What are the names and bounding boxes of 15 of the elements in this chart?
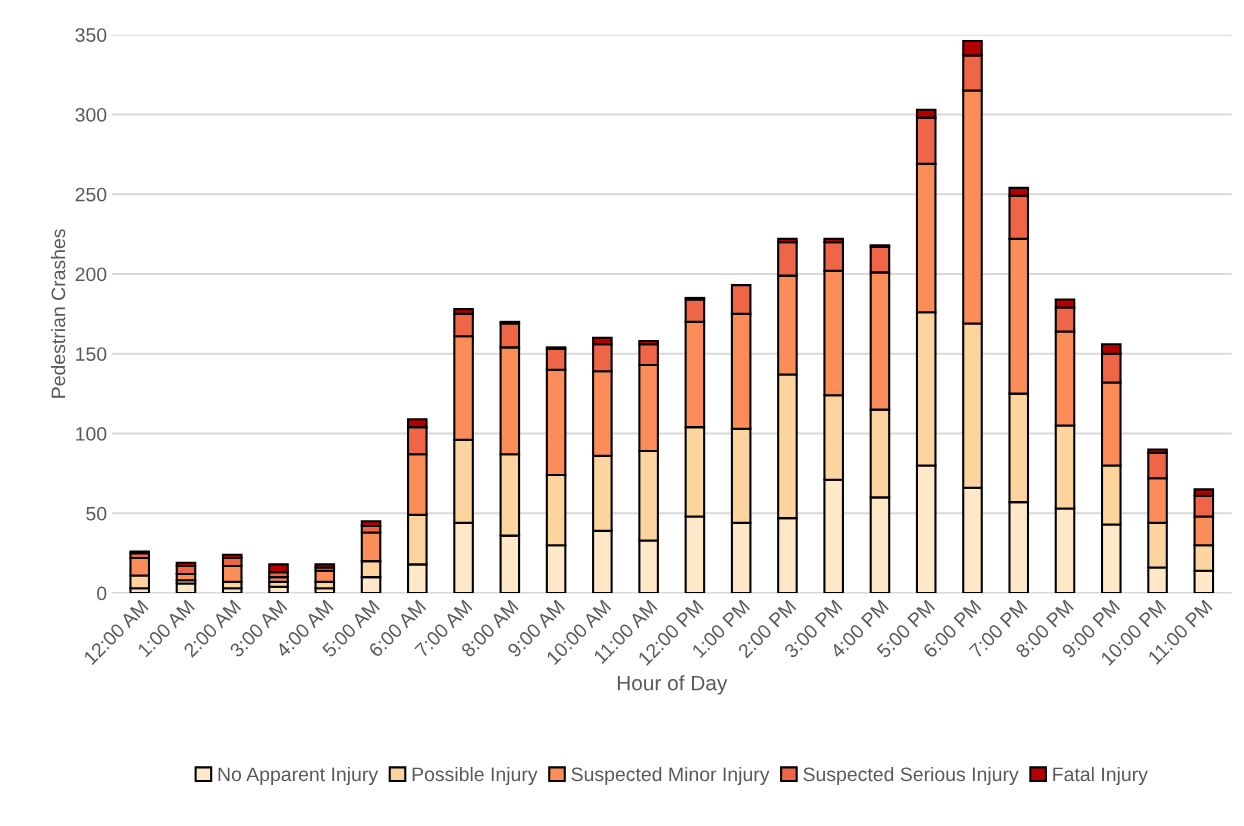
legend-label: Suspected Serious Injury: [803, 766, 1019, 786]
y-tick-label: 0: [97, 586, 107, 601]
y-tick-label: 100: [76, 427, 107, 441]
y-tick-label: 150: [76, 347, 107, 361]
legend-label: No Apparent Injury: [218, 766, 379, 786]
legend-label: Possible Injury: [412, 766, 538, 786]
legend-label: Suspected Minor Injury: [571, 766, 770, 786]
y-axis-title: Pedestrian Crashes: [50, 229, 66, 398]
y-tick-label: 350: [75, 28, 107, 42]
y-tick-label: 250: [75, 187, 107, 202]
y-tick-label: 200: [75, 267, 107, 282]
y-tick-label: 50: [86, 506, 107, 521]
y-tick-label: 300: [75, 107, 107, 122]
x-axis-title: Hour of Day: [617, 675, 728, 695]
legend-label: Fatal Injury: [1053, 766, 1148, 786]
